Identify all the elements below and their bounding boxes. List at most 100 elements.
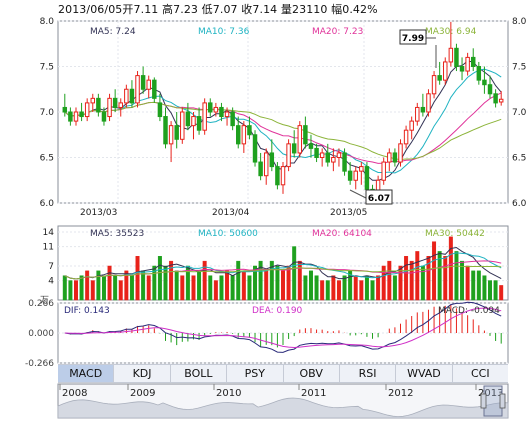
candle-body	[403, 129, 409, 145]
candle-body	[420, 106, 426, 113]
volume-ma10-line	[64, 252, 502, 280]
overview-range-selector[interactable]	[483, 385, 503, 417]
range-handle-left[interactable]	[480, 393, 487, 409]
close-value: 7.14	[252, 3, 278, 16]
volume-bar	[275, 265, 280, 301]
volume-bar	[163, 265, 168, 301]
tab-cci[interactable]: CCI	[471, 367, 490, 380]
ma20-volume-label: MA20: 64104	[312, 229, 372, 239]
candle-body	[319, 152, 325, 158]
ma10-price-label: MA10: 7.36	[198, 27, 250, 37]
volume-bar	[476, 270, 481, 301]
candle-body	[68, 111, 73, 122]
volume-bar	[415, 251, 420, 301]
dea-line	[64, 307, 502, 349]
volume-bar	[308, 270, 313, 301]
quote-date: 2013/06/05	[58, 3, 123, 16]
volume-bar	[426, 256, 431, 301]
volume-bar	[342, 275, 347, 301]
candle-body	[465, 56, 470, 72]
high-callout-text: 7.99	[402, 34, 424, 44]
candle-body	[180, 111, 185, 140]
volume-bar	[152, 265, 157, 301]
macd-y-tick: 0.266	[28, 299, 54, 309]
ma5-volume-label: MA5: 35523	[90, 229, 144, 239]
low-callout-text: 6.07	[368, 194, 390, 204]
ma5-price-label: MA5: 7.24	[90, 27, 136, 37]
volume-bar	[314, 275, 319, 301]
candle-body	[101, 111, 107, 122]
price-y-tick-right: 8.0	[512, 17, 527, 27]
price-y-tick-right: 7.0	[512, 108, 527, 118]
candle-body	[140, 75, 146, 90]
volume-bar	[404, 256, 409, 301]
volume-bar	[253, 265, 258, 301]
volume-y-tick: 11	[43, 243, 54, 253]
range-handle-right[interactable]	[499, 393, 506, 409]
tab-psy[interactable]: PSY	[227, 365, 284, 382]
volume-y-tick: 4	[48, 277, 54, 287]
candle-body	[443, 61, 448, 81]
volume-bar	[370, 280, 375, 301]
candle-body	[213, 106, 219, 113]
candle-body	[409, 120, 414, 131]
candle-body	[381, 161, 386, 181]
candle-body	[342, 152, 347, 172]
volume-bar	[79, 275, 84, 301]
tab-rsi[interactable]: RSI	[340, 365, 397, 382]
price-grid	[58, 20, 508, 204]
candle-body	[96, 97, 101, 113]
candle-body	[196, 116, 202, 131]
volume-bar	[320, 280, 325, 301]
quote-summary: 2013/06/05开7.11 高7.23 低7.07 收7.14 量23110…	[58, 1, 378, 17]
ma30-volume-label: MA30: 50442	[425, 229, 485, 239]
volume-bar	[286, 265, 291, 301]
candle-body	[236, 125, 241, 145]
price-y-tick-left: 8.0	[40, 17, 55, 27]
candle-body	[314, 147, 319, 158]
x-label-2013-05: 2013/05	[330, 208, 367, 218]
price-y-tick-left: 7.0	[40, 108, 55, 118]
overview-year-label: 2009	[130, 388, 155, 399]
volume-y-axis: 14 11 7 4	[43, 228, 55, 287]
change-label: 幅	[331, 3, 343, 16]
tab-kdj[interactable]: KDJ	[114, 365, 171, 382]
volume-bar	[219, 275, 224, 301]
macd-y-tick: 0.000	[28, 329, 54, 339]
volume-y-tick: 7	[48, 262, 54, 272]
overview-area-chart	[57, 397, 509, 419]
volume-bar	[85, 270, 90, 301]
volume-bar	[376, 275, 381, 301]
candle-body	[454, 47, 459, 67]
volume-bar	[392, 275, 397, 301]
volume-bar	[281, 270, 285, 301]
tab-obv[interactable]: OBV	[284, 365, 340, 382]
candlesticks	[62, 21, 504, 197]
high-value: 7.23	[173, 3, 199, 16]
candle-body	[437, 75, 442, 81]
candle-body	[129, 88, 135, 104]
volume-bar	[353, 275, 358, 301]
overview-year-label: 2008	[62, 388, 87, 399]
candle-body	[112, 97, 118, 108]
candle-body	[476, 66, 482, 81]
volume-bar	[448, 236, 453, 301]
tab-wvad[interactable]: WVAD	[396, 365, 453, 382]
open-value: 7.11	[133, 3, 159, 16]
tab-boll[interactable]: BOLL	[171, 365, 228, 382]
x-label-2013-03: 2013/03	[80, 208, 117, 218]
candle-body	[174, 125, 179, 140]
candle-body	[347, 170, 353, 181]
volume-value: 23110	[292, 3, 328, 16]
volume-bar	[101, 275, 106, 301]
volume-bar	[269, 260, 274, 301]
candle-body	[364, 166, 370, 190]
candle-body	[470, 56, 476, 68]
candle-body	[146, 79, 151, 90]
ma30-price-label: MA30: 6.94	[425, 27, 477, 37]
macd-y-axis: 0.266 0.000 -0.266	[25, 299, 54, 369]
volume-bar	[381, 265, 386, 301]
tab-macd[interactable]: MACD	[58, 365, 115, 382]
candle-body	[124, 88, 129, 104]
